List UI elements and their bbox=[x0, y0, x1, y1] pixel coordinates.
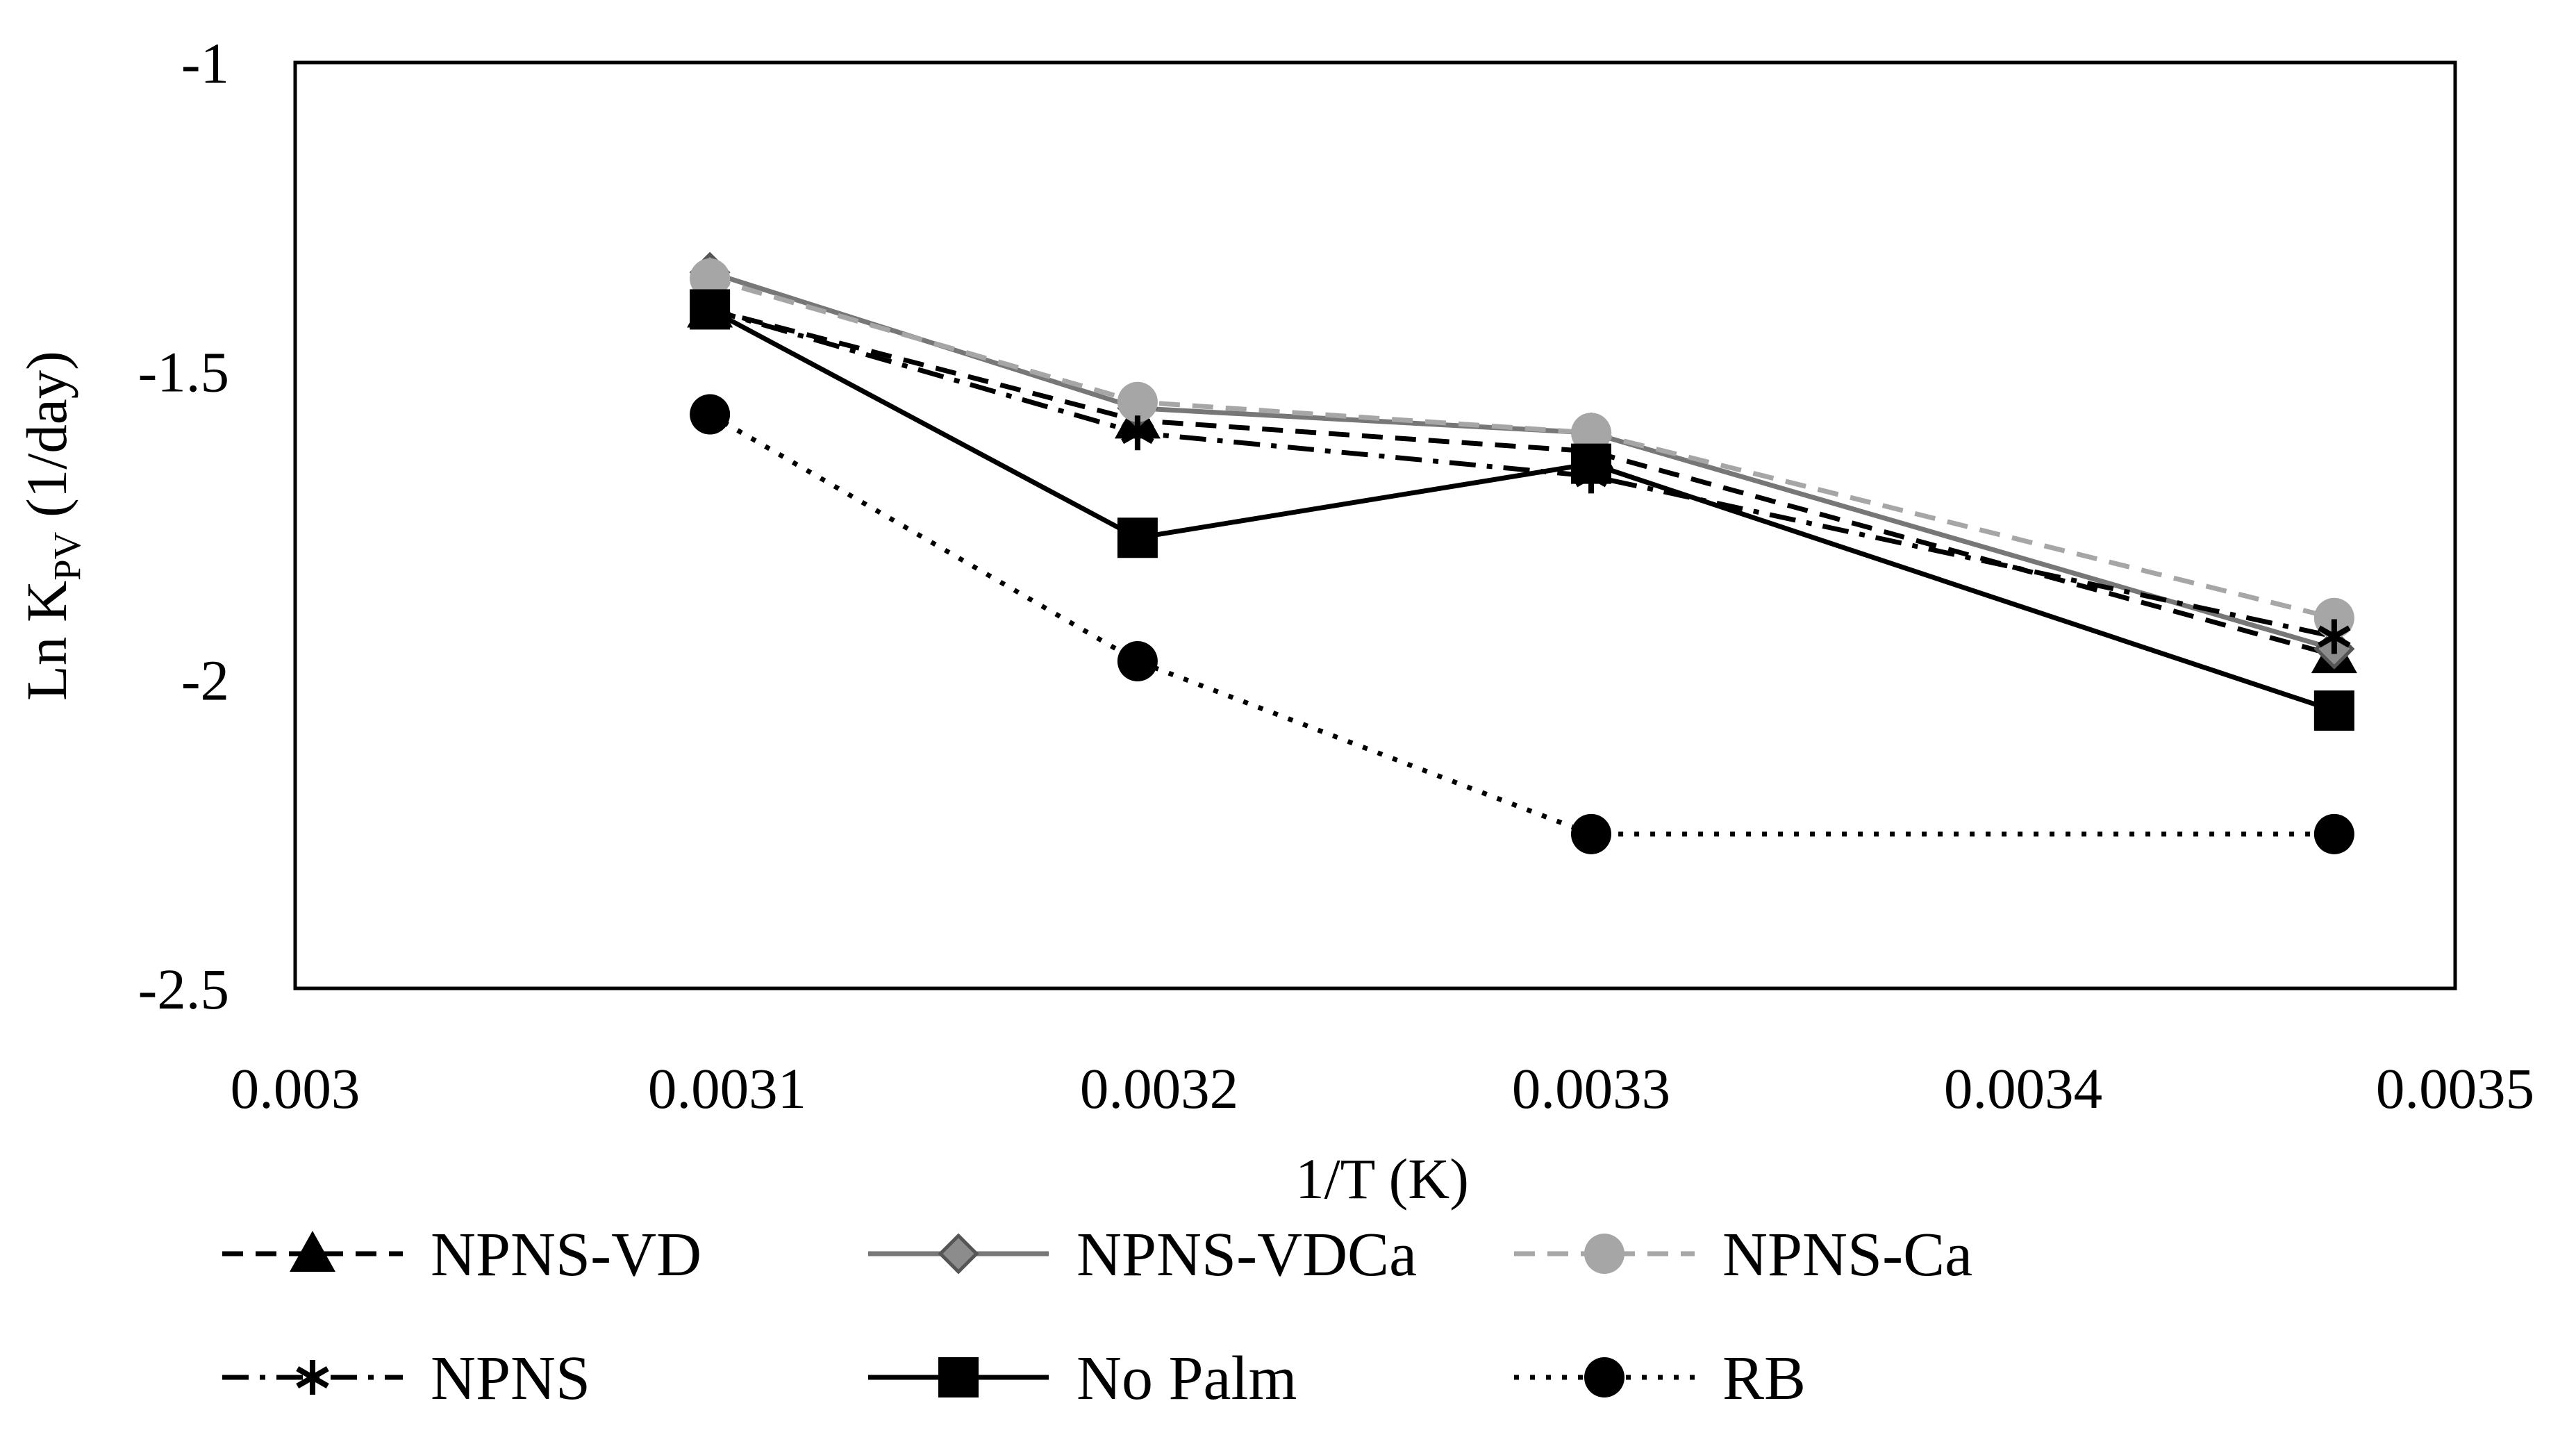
data-point-npns bbox=[2318, 619, 2351, 654]
data-point-npns-ca bbox=[690, 258, 731, 299]
series-lines bbox=[708, 269, 2335, 837]
data-point-npns-ca bbox=[1571, 413, 1611, 454]
data-point-rb bbox=[1571, 813, 1611, 854]
series-line-rb bbox=[708, 412, 2334, 837]
data-point-npns bbox=[1121, 415, 1154, 451]
plot-area-frame bbox=[293, 60, 2457, 990]
data-point-no-palm bbox=[1571, 443, 1611, 484]
series-line-npns-ca bbox=[709, 276, 2335, 621]
legend: NPNS-VD NPNS-VDCa NPNS-Ca NPNS No Palm RB bbox=[222, 1220, 1972, 1413]
legend-label: NPNS-VDCa bbox=[1077, 1220, 1417, 1289]
legend-label: NPNS bbox=[431, 1344, 590, 1413]
x-tick-label: 0.0034 bbox=[1944, 1056, 2102, 1120]
y-axis-title-prefix: Ln K bbox=[15, 581, 78, 701]
y-tick-label: -2.5 bbox=[138, 957, 229, 1021]
y-tick-label: -1.5 bbox=[138, 340, 229, 404]
series-line-no-palm bbox=[708, 307, 2335, 713]
legend-marker-npns-vd bbox=[290, 1231, 335, 1272]
series-line-npns bbox=[709, 307, 2335, 639]
series-line-npns-vd bbox=[709, 307, 2335, 658]
legend-item-npns-vd: NPNS-VD bbox=[222, 1220, 701, 1289]
legend-label: No Palm bbox=[1077, 1344, 1297, 1413]
legend-label: NPNS-VD bbox=[431, 1220, 701, 1289]
data-point-rb bbox=[1117, 641, 1158, 682]
y-axis-title: Ln KPV (1/day) bbox=[15, 351, 88, 701]
x-tick-label: 0.0031 bbox=[648, 1056, 806, 1120]
y-axis-title-subscript: PV bbox=[46, 531, 88, 581]
legend-item-rb: RB bbox=[1514, 1344, 1806, 1413]
data-point-rb bbox=[690, 394, 731, 435]
legend-marker-rb bbox=[1584, 1357, 1624, 1397]
y-axis-ticks: -1 -1.5 -2 -2.5 bbox=[138, 31, 229, 1021]
legend-item-npns-ca: NPNS-Ca bbox=[1514, 1220, 1972, 1289]
y-axis-title-suffix: (1/day) bbox=[15, 351, 78, 531]
data-point-npns-ca bbox=[1117, 381, 1158, 422]
series-line-npns-vdca bbox=[709, 269, 2335, 652]
legend-marker-npns bbox=[296, 1360, 329, 1395]
x-axis-title: 1/T (K) bbox=[1295, 1147, 1469, 1211]
legend-label: NPNS-Ca bbox=[1722, 1220, 1972, 1289]
x-tick-label: 0.0033 bbox=[1512, 1056, 1670, 1120]
legend-marker-npns-ca bbox=[1584, 1234, 1624, 1274]
series-markers bbox=[687, 251, 2357, 854]
x-tick-label: 0.0032 bbox=[1080, 1056, 1238, 1120]
data-point-no-palm bbox=[2313, 690, 2354, 731]
x-tick-label: 0.0035 bbox=[2376, 1056, 2534, 1120]
y-tick-label: -2 bbox=[181, 649, 229, 713]
legend-item-npns: NPNS bbox=[222, 1344, 590, 1413]
legend-marker-npns-vdca bbox=[938, 1233, 979, 1275]
legend-marker-no-palm bbox=[938, 1357, 979, 1397]
x-axis-ticks: 0.003 0.0031 0.0032 0.0033 0.0034 0.0035 bbox=[231, 1056, 2535, 1120]
legend-label: RB bbox=[1722, 1344, 1806, 1413]
x-tick-label: 0.003 bbox=[231, 1056, 360, 1120]
y-tick-label: -1 bbox=[181, 31, 229, 95]
data-point-no-palm bbox=[1117, 517, 1158, 558]
legend-item-npns-vdca: NPNS-VDCa bbox=[868, 1220, 1417, 1289]
data-point-rb bbox=[2313, 813, 2354, 854]
legend-item-no-palm: No Palm bbox=[868, 1344, 1297, 1413]
data-point-no-palm bbox=[690, 289, 731, 330]
